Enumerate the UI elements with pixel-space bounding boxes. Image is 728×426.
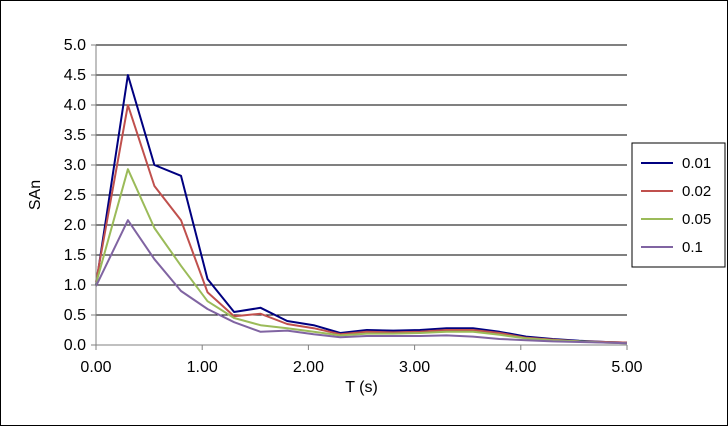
y-tick-label: 4.0: [64, 97, 86, 114]
axes: [91, 44, 628, 350]
y-axis-label: SAn: [27, 180, 44, 210]
x-tick-label: 5.00: [611, 359, 642, 376]
gridlines: [96, 44, 627, 316]
series-line-0.1: [95, 219, 628, 345]
x-tick-label: 4.00: [505, 359, 536, 376]
y-tick-label: 0.0: [64, 337, 86, 354]
y-tick-label: 0.5: [64, 307, 86, 324]
x-tick-label: 1.00: [187, 359, 218, 376]
legend-label-0.01: 0.01: [682, 155, 711, 172]
legend-label-0.05: 0.05: [682, 211, 711, 228]
series-line-0.05: [95, 168, 628, 345]
legend-label-0.1: 0.1: [682, 239, 703, 256]
legend: 0.01 0.02 0.05 0.1: [631, 142, 726, 268]
y-tick-label: 3.5: [64, 127, 86, 144]
y-tick-label: 3.0: [64, 157, 86, 174]
y-tick-label: 4.5: [64, 67, 86, 84]
x-tick-label: 3.00: [399, 359, 430, 376]
y-tick-label: 1.5: [64, 247, 86, 264]
y-tick-label: 2.0: [64, 217, 86, 234]
y-tick-label: 2.5: [64, 187, 86, 204]
y-tick-label: 5.0: [64, 37, 86, 54]
y-tick-labels: 0.0 0.5 1.0 1.5 2.0 2.5 3.0 3.5 4.0 4.5 5.0: [64, 37, 86, 354]
legend-label-0.02: 0.02: [682, 183, 711, 200]
x-tick-labels: 0.00 1.00 2.00 3.00 4.00 5.00: [80, 359, 642, 376]
x-axis-label: T (s): [345, 379, 378, 396]
y-tick-label: 1.0: [64, 277, 86, 294]
x-tick-label: 2.00: [293, 359, 324, 376]
series-lines: [95, 74, 628, 345]
x-tick-label: 0.00: [80, 359, 111, 376]
